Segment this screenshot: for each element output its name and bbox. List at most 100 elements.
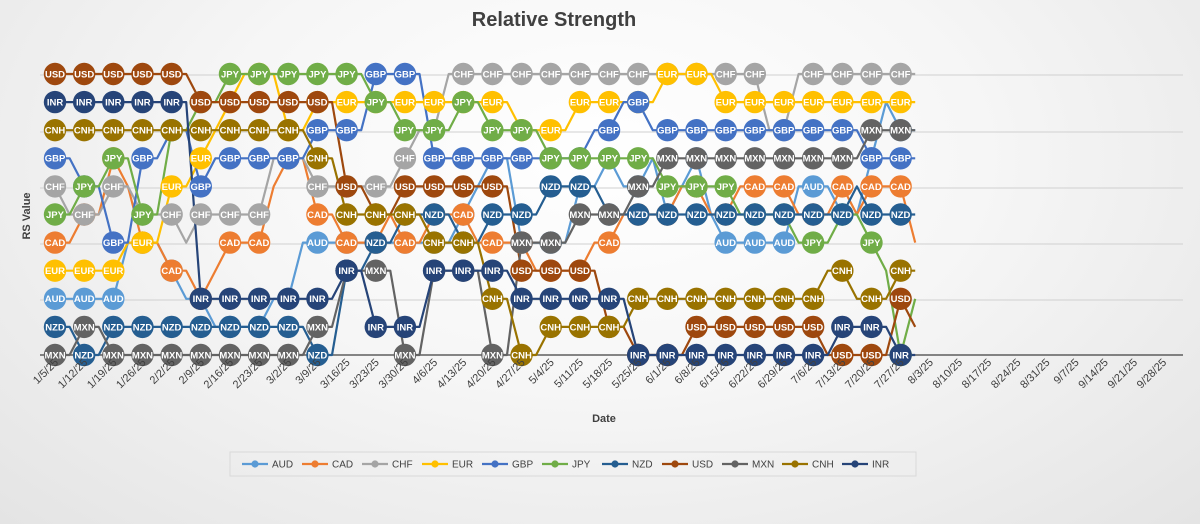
- data-point-eur: EUR: [772, 90, 796, 114]
- data-point-marker: [131, 231, 154, 254]
- data-point-label: EUR: [395, 98, 415, 109]
- data-point-cad: CAD: [597, 231, 621, 254]
- data-point-label: CNH: [453, 238, 474, 249]
- data-point-marker: [801, 119, 825, 142]
- data-point-label: GBP: [191, 182, 212, 193]
- data-point-marker: [714, 119, 737, 142]
- data-point-marker: [131, 315, 154, 339]
- data-point-mxn: MXN: [772, 147, 796, 170]
- data-point-label: GBP: [249, 154, 270, 165]
- data-point-mxn: MXN: [627, 175, 650, 198]
- legend-swatch-marker: [611, 460, 619, 468]
- data-point-marker: [568, 147, 592, 170]
- data-point-marker: [831, 90, 854, 114]
- data-point-label: NZD: [483, 210, 503, 221]
- data-point-marker: [102, 119, 125, 142]
- data-point-cnh: CNH: [306, 147, 329, 170]
- data-point-cnh: CNH: [43, 119, 67, 142]
- data-point-jpy: JPY: [656, 175, 679, 198]
- data-point-marker: [743, 315, 767, 339]
- data-point-nzd: NZD: [422, 203, 446, 226]
- data-point-gbp: GBP: [335, 119, 358, 142]
- data-point-chf: CHF: [889, 62, 912, 86]
- data-point-marker: [772, 315, 796, 339]
- data-point-cnh: CNH: [160, 119, 183, 142]
- data-point-eur: EUR: [189, 147, 212, 170]
- data-point-marker: [860, 147, 883, 170]
- data-point-label: NZD: [133, 322, 153, 333]
- data-point-mxn: MXN: [801, 147, 825, 170]
- legend-swatch-marker: [671, 460, 679, 468]
- data-point-label: INR: [601, 294, 618, 305]
- data-point-label: AUD: [103, 294, 124, 305]
- data-point-marker: [364, 203, 387, 226]
- data-point-eur: EUR: [685, 62, 708, 86]
- data-point-label: JPY: [600, 154, 619, 165]
- data-point-marker: [656, 147, 679, 170]
- data-point-marker: [510, 147, 533, 170]
- data-point-chf: CHF: [568, 62, 592, 86]
- data-point-inr: INR: [889, 343, 912, 367]
- data-point-marker: [743, 147, 767, 170]
- data-point-marker: [218, 147, 242, 170]
- data-point-label: NZD: [308, 350, 328, 361]
- data-point-label: NZD: [512, 210, 532, 221]
- data-point-label: JPY: [133, 210, 152, 221]
- data-point-label: USD: [74, 69, 94, 80]
- data-point-marker: [568, 315, 592, 339]
- data-point-eur: EUR: [860, 90, 883, 114]
- data-point-marker: [452, 203, 475, 226]
- data-point-usd: USD: [685, 315, 708, 339]
- data-point-label: CNH: [540, 322, 561, 333]
- data-point-marker: [306, 175, 329, 198]
- data-point-inr: INR: [306, 287, 329, 310]
- data-point-label: CNH: [890, 266, 911, 277]
- data-point-label: JPY: [513, 126, 532, 137]
- data-point-label: JPY: [338, 69, 357, 80]
- data-point-mxn: MXN: [889, 119, 912, 142]
- data-point-label: USD: [716, 322, 736, 333]
- data-point-inr: INR: [627, 343, 650, 367]
- data-point-usd: USD: [277, 90, 300, 114]
- data-point-marker: [685, 287, 708, 310]
- data-point-eur: EUR: [801, 90, 825, 114]
- data-point-label: NZD: [541, 182, 561, 193]
- data-point-marker: [247, 343, 271, 367]
- data-point-marker: [72, 287, 96, 310]
- legend: AUD CAD CHF EUR GBP JPY NZD USD MXN CNH INR: [229, 451, 917, 477]
- data-point-label: USD: [162, 69, 182, 80]
- data-point-marker: [714, 90, 737, 114]
- data-point-marker: [102, 315, 125, 339]
- data-point-inr: INR: [102, 90, 125, 114]
- data-point-label: MXN: [278, 350, 299, 361]
- data-point-marker: [539, 175, 562, 198]
- data-point-usd: USD: [160, 62, 183, 86]
- x-tick-label: 3/23/25: [347, 357, 381, 391]
- data-point-marker: [743, 203, 767, 226]
- data-point-label: INR: [630, 350, 647, 361]
- data-point-label: MXN: [307, 322, 328, 333]
- data-point-marker: [306, 287, 329, 310]
- data-point-label: INR: [455, 266, 472, 277]
- data-point-label: CNH: [74, 126, 95, 137]
- data-point-marker: [860, 287, 883, 310]
- data-point-marker: [597, 203, 621, 226]
- data-point-marker: [43, 90, 67, 114]
- data-point-marker: [831, 203, 854, 226]
- data-point-chf: CHF: [510, 62, 533, 86]
- data-point-label: CNH: [803, 294, 824, 305]
- data-point-marker: [510, 203, 533, 226]
- data-point-label: NZD: [803, 210, 823, 221]
- data-point-inr: INR: [743, 343, 767, 367]
- data-point-label: INR: [892, 350, 909, 361]
- data-point-cnh: CNH: [218, 119, 242, 142]
- legend-box: [229, 451, 917, 477]
- data-point-label: INR: [426, 266, 443, 277]
- data-point-marker: [889, 175, 912, 198]
- data-point-label: MXN: [190, 350, 211, 361]
- data-point-gbp: GBP: [860, 147, 883, 170]
- data-point-marker: [422, 90, 446, 114]
- data-point-cnh: CNH: [422, 231, 446, 254]
- data-point-chf: CHF: [364, 175, 387, 198]
- data-point-marker: [685, 119, 708, 142]
